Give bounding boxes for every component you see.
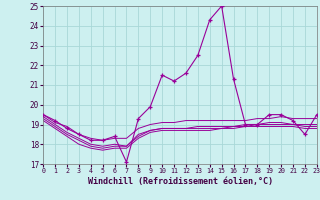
X-axis label: Windchill (Refroidissement éolien,°C): Windchill (Refroidissement éolien,°C) [87,177,273,186]
